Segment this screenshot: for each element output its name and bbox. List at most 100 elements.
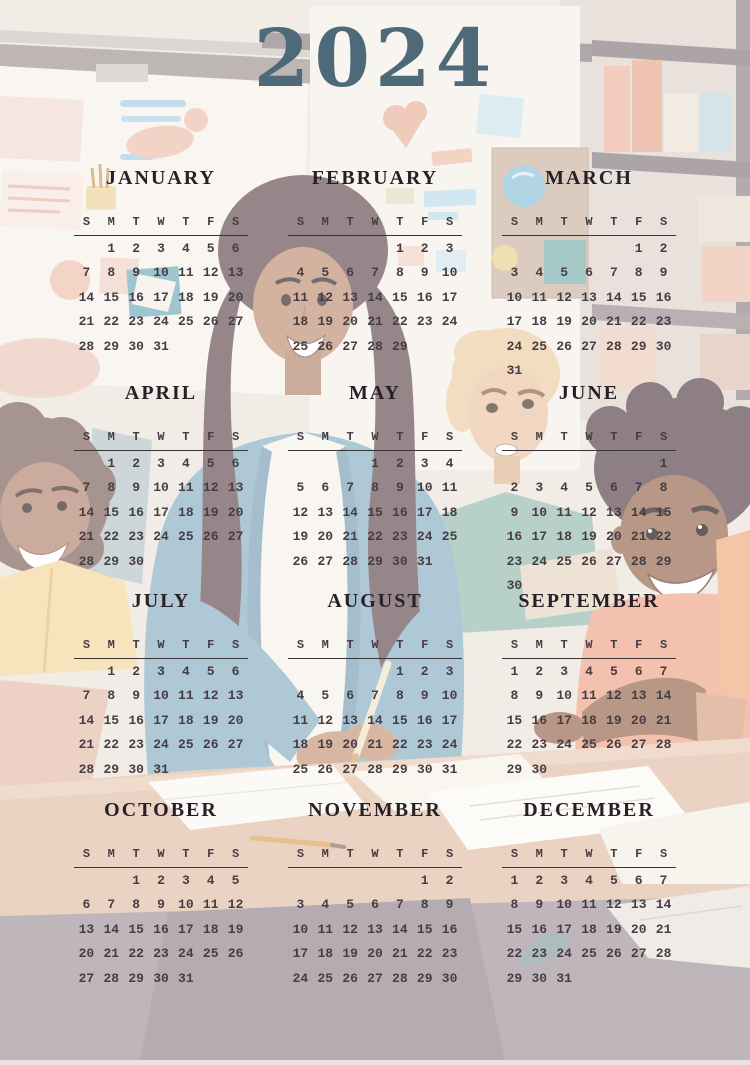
day-cell: 7 (107, 897, 116, 913)
student-left (0, 402, 152, 795)
week-row: 17 18 19 20 21 22 23 (288, 942, 462, 967)
week-row: 9 10 11 12 13 14 15 (502, 500, 676, 525)
day-cell: 3 (560, 663, 569, 679)
day-cell: 3 (445, 240, 454, 256)
day-cell: 5 (321, 688, 330, 704)
day-cell: 24 (153, 314, 169, 330)
weekday-label: T (132, 215, 140, 229)
day-cell: 2 (659, 240, 668, 256)
day-cell: 9 (157, 897, 165, 913)
day-cell: 18 (581, 712, 597, 728)
weekday-label: T (396, 430, 404, 444)
day-cell: 12 (606, 688, 622, 704)
day-cell: 2 (535, 872, 544, 888)
day-cell: 19 (556, 314, 572, 330)
week-row: 31 (502, 359, 676, 384)
day-cell: 17 (556, 921, 572, 937)
day-cell: 10 (153, 688, 169, 704)
day-cell: 14 (342, 504, 358, 520)
day-cell: 23 (128, 529, 144, 545)
day-cell: 5 (206, 240, 215, 256)
weekday-label: W (157, 215, 165, 229)
week-row: 19 20 21 22 23 24 25 (288, 525, 462, 550)
day-cell: 8 (510, 897, 519, 913)
month-name: OCTOBER (104, 799, 218, 821)
month-name: SEPTEMBER (518, 590, 660, 612)
day-cell: 28 (630, 553, 647, 569)
day-cell: 23 (416, 314, 433, 330)
day-cell: 1 (107, 663, 116, 679)
day-cell: 7 (371, 265, 379, 281)
day-cell: 2 (535, 663, 544, 679)
weekday-label: F (207, 638, 215, 652)
week-row: 10 11 12 13 14 15 16 (502, 285, 676, 310)
week-row: 28 29 30 31 (74, 757, 248, 782)
day-cell: 12 (202, 265, 219, 281)
day-cell: 12 (556, 289, 572, 305)
day-cell: 10 (531, 504, 548, 520)
day-cell: 8 (634, 265, 643, 281)
weekday-label: T (346, 430, 354, 444)
day-cell: 9 (395, 480, 404, 496)
weekday-label: F (635, 638, 643, 652)
day-cell: 3 (157, 663, 165, 679)
day-cell: 10 (153, 480, 169, 496)
day-cell: 7 (82, 688, 91, 704)
weekday-label: T (610, 847, 618, 861)
week-row: 13 14 15 16 17 18 19 (74, 917, 248, 942)
day-cell: 5 (346, 897, 355, 913)
weekday-divider (74, 235, 248, 236)
day-cell: 11 (292, 289, 309, 305)
day-cell: 8 (395, 265, 404, 281)
day-cell: 4 (560, 480, 569, 496)
weekday-label: S (296, 638, 305, 652)
weekday-label: S (82, 638, 91, 652)
desk (0, 738, 750, 922)
day-cell: 2 (395, 455, 404, 471)
day-cell: 4 (296, 265, 305, 281)
day-cell: 17 (416, 504, 433, 520)
day-cell: 5 (206, 663, 215, 679)
day-cell: 25 (178, 737, 194, 753)
weekday-label: T (560, 847, 568, 861)
day-cell: 19 (317, 737, 334, 753)
weekday-label: W (585, 847, 593, 861)
day-cell: 7 (659, 663, 668, 679)
day-cell: 28 (78, 553, 95, 569)
weekday-label: S (82, 430, 91, 444)
day-cell: 24 (178, 946, 194, 962)
week-row: 21 22 23 24 25 26 27 (74, 733, 248, 758)
day-cell: 31 (556, 970, 572, 986)
day-cell: 6 (371, 897, 379, 913)
day-cell: 19 (342, 946, 358, 962)
week-row: 8 9 10 11 12 13 14 (502, 893, 676, 918)
month-name: JULY (131, 590, 191, 612)
day-cell: 27 (342, 338, 358, 354)
day-cell: 29 (392, 761, 408, 777)
weekday-divider (288, 235, 462, 236)
day-cell: 15 (655, 504, 672, 520)
weekday-label: T (132, 638, 140, 652)
day-cell: 4 (181, 663, 190, 679)
day-cell: 24 (506, 338, 523, 354)
day-cell: 8 (107, 265, 116, 281)
day-cell: 30 (392, 553, 408, 569)
day-cell: 1 (510, 872, 519, 888)
weekday-label: M (535, 847, 543, 861)
day-cell: 3 (420, 455, 429, 471)
day-cell: 14 (655, 688, 672, 704)
weekday-label: T (396, 638, 404, 652)
day-cell: 1 (395, 240, 404, 256)
weekday-divider (74, 658, 248, 659)
weekday-label: M (535, 430, 543, 444)
day-cell: 11 (317, 921, 334, 937)
day-cell: 26 (317, 761, 334, 777)
bookshelf (592, 0, 750, 400)
weekday-label: F (421, 847, 429, 861)
day-cell: 29 (128, 970, 144, 986)
